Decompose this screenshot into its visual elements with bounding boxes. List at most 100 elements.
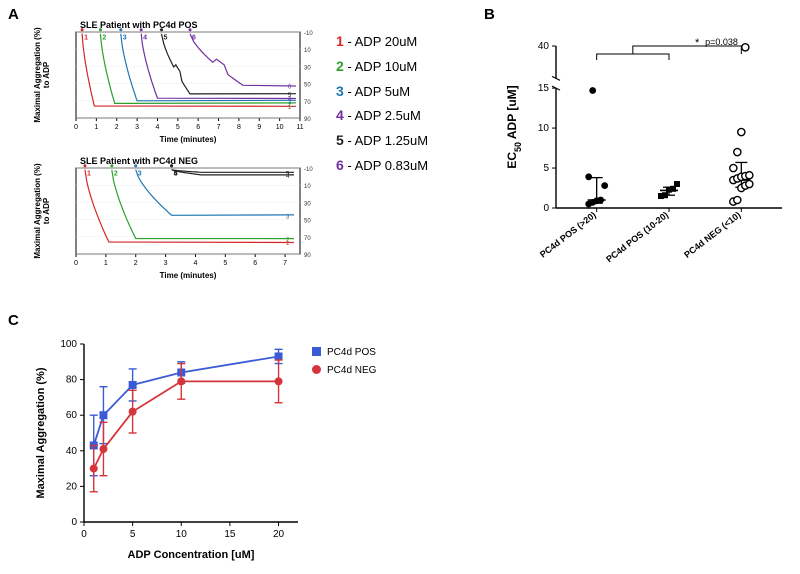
svg-text:20: 20	[66, 481, 78, 492]
svg-text:10: 10	[176, 529, 188, 540]
panel-a-top-chart: SLE Patient with PC4d POS Maximal Aggrega…	[28, 14, 328, 144]
svg-text:0: 0	[71, 517, 77, 528]
legend-text: - ADP 1.25uM	[344, 133, 428, 148]
legend-num: 5	[336, 132, 344, 148]
legend-num: 1	[336, 33, 344, 49]
panel-b-chart: 05101540EC50 ADP [uM]PC4d POS (>20)PC4d …	[500, 18, 792, 286]
legend-item: 2 - ADP 10uM	[336, 55, 428, 80]
svg-text:7: 7	[217, 124, 221, 131]
svg-text:5: 5	[223, 260, 227, 267]
svg-text:9: 9	[257, 124, 261, 131]
svg-text:PC4d NEG (<10): PC4d NEG (<10)	[682, 210, 742, 260]
svg-text:Time (minutes): Time (minutes)	[160, 271, 217, 280]
svg-text:5: 5	[130, 529, 136, 540]
legend-item: 4 - ADP 2.5uM	[336, 104, 428, 129]
panel-label-a: A	[8, 6, 19, 23]
svg-text:6: 6	[253, 260, 257, 267]
svg-text:3: 3	[123, 35, 127, 42]
svg-text:PC4d POS (10-20): PC4d POS (10-20)	[604, 210, 670, 265]
svg-text:3: 3	[135, 124, 139, 131]
svg-text:Maximal Aggregation (%)to ADP: Maximal Aggregation (%)to ADP	[33, 27, 51, 123]
svg-text:2: 2	[102, 35, 106, 42]
svg-text:0: 0	[543, 203, 549, 214]
svg-text:10: 10	[304, 48, 311, 54]
svg-text:ADP Concentration [uM]: ADP Concentration [uM]	[128, 549, 255, 561]
svg-text:30: 30	[304, 201, 311, 207]
svg-text:40: 40	[538, 41, 550, 52]
svg-text:7: 7	[283, 260, 287, 267]
panel-a-bottom-chart: SLE Patient with PC4d NEG Maximal Aggrega…	[28, 150, 328, 280]
svg-text:-10: -10	[304, 31, 313, 37]
svg-text:90: 90	[304, 117, 311, 123]
svg-text:0: 0	[74, 124, 78, 131]
svg-text:5: 5	[164, 35, 168, 42]
svg-text:4: 4	[156, 124, 160, 131]
svg-text:10: 10	[538, 123, 550, 134]
svg-text:90: 90	[304, 253, 311, 259]
legend-text: - ADP 2.5uM	[344, 108, 421, 123]
svg-text:6: 6	[192, 35, 196, 42]
legend-text: - ADP 10uM	[344, 59, 417, 74]
legend-item: 6 - ADP 0.83uM	[336, 154, 428, 179]
svg-text:Maximal Aggregation (%)to ADP: Maximal Aggregation (%)to ADP	[33, 163, 51, 259]
svg-text:*: *	[695, 37, 700, 49]
svg-text:11: 11	[296, 124, 303, 131]
svg-text:60: 60	[66, 410, 78, 421]
svg-text:PC4d POS: PC4d POS	[327, 347, 376, 358]
svg-text:1: 1	[104, 260, 108, 267]
svg-text:15: 15	[538, 83, 550, 94]
legend-text: - ADP 0.83uM	[344, 158, 428, 173]
svg-text:5: 5	[174, 171, 178, 178]
legend-item: 1 - ADP 20uM	[336, 30, 428, 55]
svg-text:100: 100	[60, 339, 77, 350]
panel-b-container: 05101540EC50 ADP [uM]PC4d POS (>20)PC4d …	[500, 18, 792, 286]
legend-num: 4	[336, 107, 344, 123]
svg-text:Maximal Aggregation (%): Maximal Aggregation (%)	[35, 367, 47, 498]
svg-text:PC4d POS (>20): PC4d POS (>20)	[538, 210, 598, 260]
svg-text:2: 2	[114, 171, 118, 178]
panel-c-container: 0 5 10 15 20 0 20 40 60 80 100 ADP Concentration [u…	[28, 334, 408, 564]
svg-text:4: 4	[194, 260, 198, 267]
svg-text:40: 40	[66, 446, 78, 457]
svg-text:20: 20	[273, 529, 285, 540]
svg-text:2: 2	[134, 260, 138, 267]
panel-label-b: B	[484, 6, 495, 23]
svg-text:5: 5	[543, 163, 549, 174]
svg-text:5: 5	[176, 124, 180, 131]
legend-item: 3 - ADP 5uM	[336, 80, 428, 105]
legend-num: 2	[336, 58, 344, 74]
svg-text:1: 1	[94, 124, 98, 131]
panel-label-c: C	[8, 312, 19, 329]
svg-text:0: 0	[81, 529, 87, 540]
svg-text:EC50 ADP [uM]: EC50 ADP [uM]	[505, 85, 523, 168]
legend-num: 6	[336, 157, 344, 173]
svg-text:-10: -10	[304, 167, 313, 173]
svg-text:PC4d NEG: PC4d NEG	[327, 365, 377, 376]
svg-text:6: 6	[288, 84, 292, 90]
legend-item: 5 - ADP 1.25uM	[336, 129, 428, 154]
legend-num: 3	[336, 83, 344, 99]
svg-text:1: 1	[87, 171, 91, 178]
svg-text:3: 3	[138, 171, 142, 178]
legend-text: - ADP 20uM	[344, 34, 417, 49]
svg-text:30: 30	[304, 65, 311, 71]
svg-text:4: 4	[143, 35, 147, 42]
legend-text: - ADP 5uM	[344, 84, 410, 99]
svg-text:70: 70	[304, 100, 311, 106]
svg-text:2: 2	[115, 124, 119, 131]
panel-a-legend: 1 - ADP 20uM2 - ADP 10uM3 - ADP 5uM4 - A…	[336, 30, 428, 179]
svg-text:50: 50	[304, 83, 311, 89]
svg-text:8: 8	[237, 124, 241, 131]
svg-text:0: 0	[74, 260, 78, 267]
svg-text:1: 1	[84, 35, 88, 42]
svg-text:6: 6	[196, 124, 200, 131]
panel-a-container: SLE Patient with PC4d POS Maximal Aggrega…	[28, 14, 328, 280]
svg-text:80: 80	[66, 375, 78, 386]
svg-text:15: 15	[224, 529, 236, 540]
svg-text:p=0.038: p=0.038	[705, 37, 738, 47]
svg-text:10: 10	[276, 124, 284, 131]
svg-text:70: 70	[304, 236, 311, 242]
svg-text:SLE Patient with PC4d POS: SLE Patient with PC4d POS	[80, 20, 198, 30]
panel-c-chart: 0 5 10 15 20 0 20 40 60 80 100 ADP Concentration [u…	[28, 334, 408, 564]
svg-text:SLE Patient with PC4d NEG: SLE Patient with PC4d NEG	[80, 156, 198, 166]
